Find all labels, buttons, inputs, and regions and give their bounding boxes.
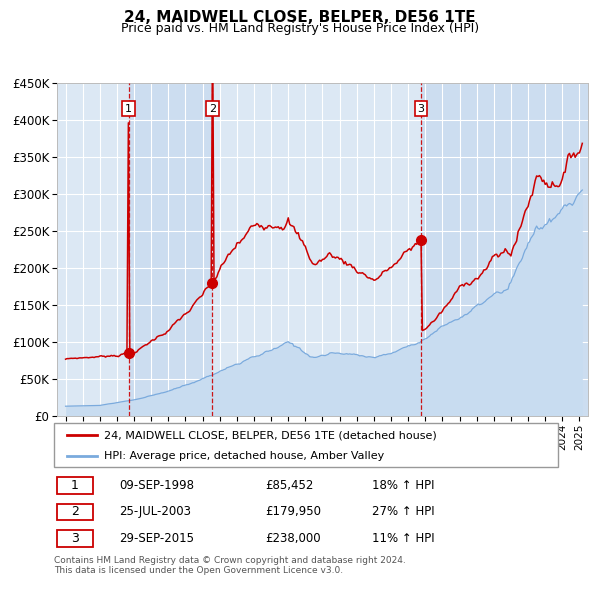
Text: £238,000: £238,000 bbox=[266, 532, 322, 545]
Text: £85,452: £85,452 bbox=[266, 478, 314, 492]
Text: 1: 1 bbox=[125, 103, 132, 113]
Text: 18% ↑ HPI: 18% ↑ HPI bbox=[371, 478, 434, 492]
FancyBboxPatch shape bbox=[56, 530, 93, 546]
Bar bbox=[57, 83, 129, 416]
Bar bbox=[129, 83, 212, 416]
Text: 25-JUL-2003: 25-JUL-2003 bbox=[119, 505, 191, 519]
Text: 1: 1 bbox=[71, 478, 79, 492]
Text: 09-SEP-1998: 09-SEP-1998 bbox=[119, 478, 194, 492]
Text: 2: 2 bbox=[71, 505, 79, 519]
FancyBboxPatch shape bbox=[56, 504, 93, 520]
Text: 27% ↑ HPI: 27% ↑ HPI bbox=[371, 505, 434, 519]
Text: 29-SEP-2015: 29-SEP-2015 bbox=[119, 532, 194, 545]
Bar bbox=[212, 83, 421, 416]
Text: £179,950: £179,950 bbox=[266, 505, 322, 519]
Text: 24, MAIDWELL CLOSE, BELPER, DE56 1TE (detached house): 24, MAIDWELL CLOSE, BELPER, DE56 1TE (de… bbox=[104, 431, 437, 440]
FancyBboxPatch shape bbox=[54, 423, 558, 467]
Text: 2: 2 bbox=[209, 103, 216, 113]
Text: Contains HM Land Registry data © Crown copyright and database right 2024.
This d: Contains HM Land Registry data © Crown c… bbox=[54, 556, 406, 575]
Text: HPI: Average price, detached house, Amber Valley: HPI: Average price, detached house, Ambe… bbox=[104, 451, 385, 461]
Text: 11% ↑ HPI: 11% ↑ HPI bbox=[371, 532, 434, 545]
Bar bbox=[421, 83, 588, 416]
Text: 3: 3 bbox=[71, 532, 79, 545]
FancyBboxPatch shape bbox=[56, 477, 93, 493]
Text: 3: 3 bbox=[418, 103, 424, 113]
Text: Price paid vs. HM Land Registry's House Price Index (HPI): Price paid vs. HM Land Registry's House … bbox=[121, 22, 479, 35]
Text: 24, MAIDWELL CLOSE, BELPER, DE56 1TE: 24, MAIDWELL CLOSE, BELPER, DE56 1TE bbox=[124, 10, 476, 25]
